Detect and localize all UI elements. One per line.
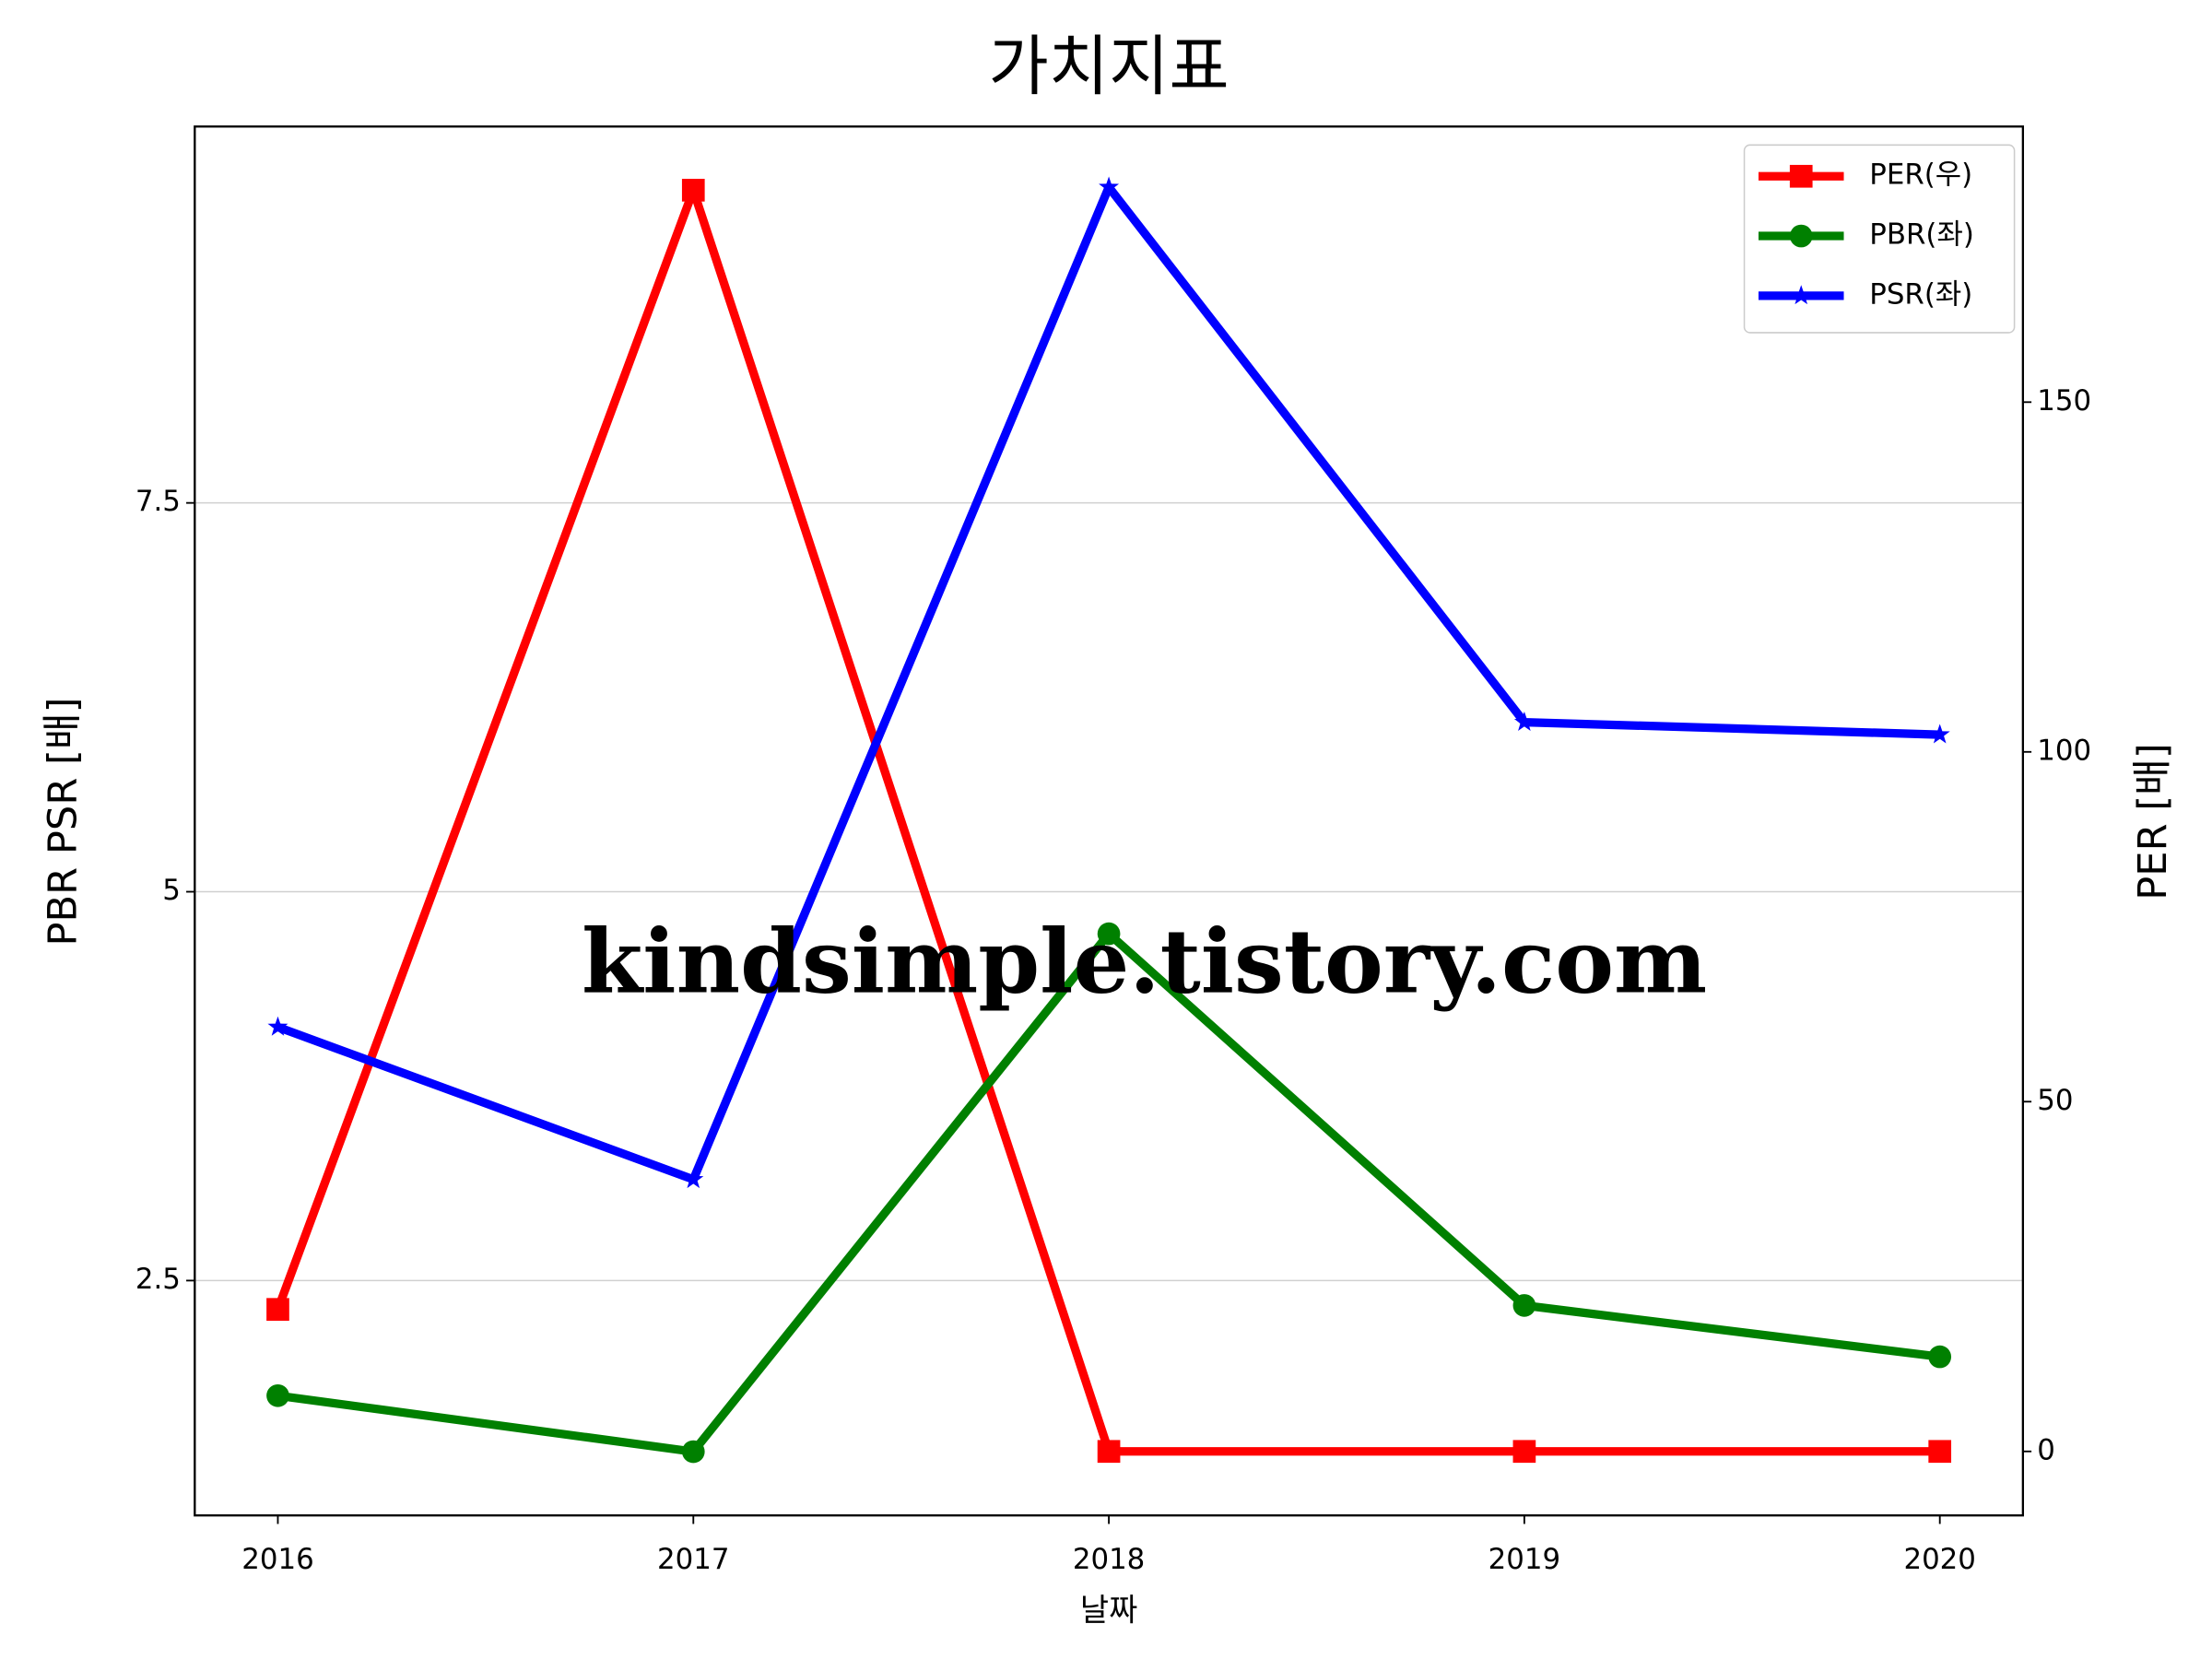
y2-tick-label: 150 <box>2037 384 2091 418</box>
x-tick-label: 2017 <box>657 1543 729 1576</box>
x-axis-label: 날짜 <box>1080 1594 1137 1630</box>
marker <box>681 1440 705 1464</box>
legend-marker <box>1789 164 1813 188</box>
marker <box>267 1016 288 1036</box>
x-tick-label: 2020 <box>1903 1543 1975 1576</box>
y-axis-label: PBR PSR [배] <box>40 698 86 947</box>
marker <box>681 179 705 202</box>
x-tick-label: 2019 <box>1488 1543 1560 1576</box>
marker <box>1097 922 1121 946</box>
marker <box>1512 1440 1536 1464</box>
watermark: kindsimple.tistory.com <box>582 910 1707 1014</box>
legend-label: PBR(좌) <box>1869 218 1974 252</box>
y-tick-label: 2.5 <box>135 1263 181 1296</box>
legend-box <box>1743 144 2016 334</box>
marker <box>683 1169 704 1189</box>
y2-tick-label: 100 <box>2037 734 2091 767</box>
x-tick-label: 2016 <box>241 1543 313 1576</box>
y-tick-label: 5 <box>162 874 181 907</box>
y-tick-label: 7.5 <box>135 485 181 518</box>
legend-label: PSR(좌) <box>1869 277 1972 311</box>
marker <box>1097 1440 1121 1464</box>
marker <box>1928 1440 1952 1464</box>
marker <box>1512 1294 1536 1317</box>
x-tick-label: 2018 <box>1073 1543 1145 1576</box>
legend: PER(우) PBR(좌) PSR(좌) <box>1743 144 2016 334</box>
legend-label: PER(우) <box>1869 159 1972 192</box>
marker <box>1513 712 1535 731</box>
marker <box>1099 176 1120 196</box>
marker <box>266 1298 289 1322</box>
chart-title: 가치지표 <box>989 29 1230 105</box>
y2-tick-label: 50 <box>2037 1084 2073 1117</box>
marker <box>266 1383 289 1407</box>
legend-marker <box>1789 224 1813 248</box>
legend-marker <box>1791 285 1812 305</box>
marker <box>1928 1345 1952 1369</box>
plot-frame <box>194 125 2025 1517</box>
y2-tick-label: 0 <box>2037 1433 2055 1466</box>
y2-axis-label: PER [배] <box>2130 743 2176 900</box>
marker <box>1929 724 1950 744</box>
